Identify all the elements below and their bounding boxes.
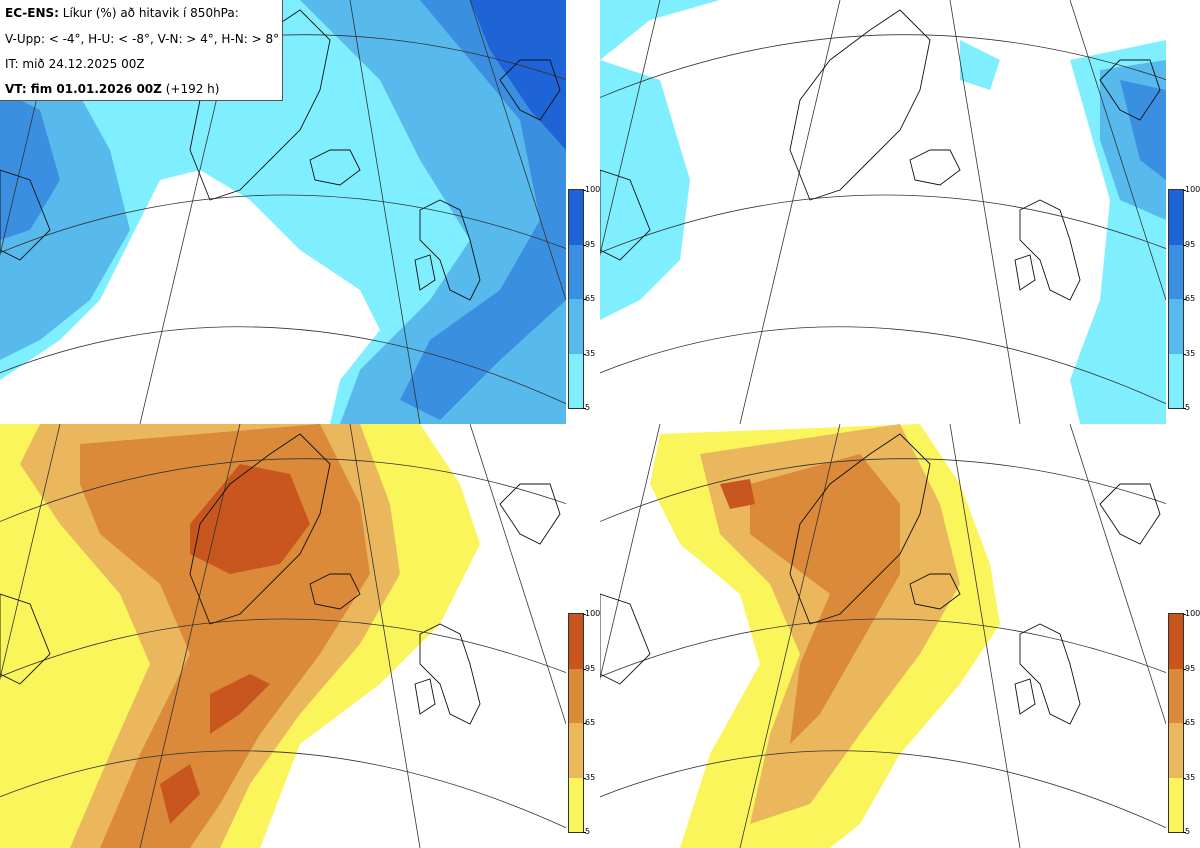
- colorbar-segment: [1169, 614, 1183, 669]
- colorbar-segment: [1169, 777, 1183, 832]
- colorbar-tick-label: 95: [585, 239, 596, 249]
- colorbar-segment: [1169, 353, 1183, 408]
- valid-label: VT: fim 01.01.2026 00Z: [5, 82, 162, 96]
- prob-95: [720, 479, 755, 509]
- colorbar-warm-4: 100 95 65 35 5: [568, 610, 600, 836]
- graticule: [600, 424, 1166, 848]
- prob-95: [470, 0, 566, 150]
- colorbar-segment: [569, 614, 583, 669]
- colorbar-tick-label: 95: [585, 663, 596, 673]
- coastlines: [0, 9, 561, 301]
- valid-time-line: VT: fim 01.01.2026 00Z (+192 h): [5, 82, 219, 96]
- map-panel-cold-8: [600, 0, 1166, 424]
- prob-35: [0, 0, 566, 424]
- colorbar-tick-mark: [1183, 299, 1186, 300]
- valid-lead: (+192 h): [165, 82, 220, 96]
- colorbar-tick-label: 65: [585, 718, 596, 727]
- colorbar-tick-label: 5: [1185, 403, 1191, 412]
- title-line: EC-ENS: Líkur (%) að hitavik í 850hPa:: [5, 6, 239, 20]
- colorbar-tick-mark: [583, 832, 586, 833]
- colorbar-tick-mark: [583, 244, 586, 246]
- colorbar-tick-mark: [1183, 244, 1186, 246]
- map-panel-warm-8: [600, 424, 1166, 848]
- colorbar-warm-8: 100 95 65 35 5: [1168, 610, 1200, 836]
- colorbar-tick-label: 35: [1185, 772, 1196, 782]
- colorbar-tick-mark: [1183, 777, 1186, 779]
- map-panel-cold-4: EC-ENS: Líkur (%) að hitavik í 850hPa: V…: [0, 0, 566, 424]
- colorbar-tick-mark: [583, 723, 586, 724]
- info-box: EC-ENS: Líkur (%) að hitavik í 850hPa: V…: [0, 0, 283, 101]
- colorbar-tick-label: 95: [1185, 663, 1196, 673]
- coastlines: [600, 9, 1161, 301]
- categories-line: V-Upp: < -4°, H-U: < -8°, V-N: > 4°, H-N…: [5, 32, 280, 46]
- colorbar-segment: [1169, 723, 1183, 778]
- colorbar-tick-mark: [583, 777, 586, 779]
- colorbar-tick-mark: [1183, 190, 1186, 191]
- colorbar-tick-mark: [583, 614, 586, 615]
- colorbar-cold-4: 100 95 65 35 5: [568, 186, 600, 412]
- colorbar-tick-mark: [1183, 723, 1186, 724]
- prob-65: [1120, 80, 1166, 180]
- colorbar-segment: [569, 299, 583, 354]
- colorbar-tick-mark: [1183, 614, 1186, 615]
- probability-map-warm-8: [600, 424, 1166, 848]
- colorbar-tick-label: 95: [1185, 239, 1196, 249]
- graticule: [600, 0, 1166, 424]
- probability-map-warm-4: [0, 424, 566, 848]
- colorbar-tick-mark: [583, 190, 586, 191]
- colorbar-segment: [569, 244, 583, 299]
- colorbar-tick-mark: [1183, 408, 1186, 409]
- map-panel-warm-4: [0, 424, 566, 848]
- colorbar-segment: [569, 353, 583, 408]
- colorbar-tick-label: 5: [585, 403, 591, 412]
- colorbar-tick-label: 100: [585, 185, 601, 194]
- prob-5: [600, 0, 1166, 424]
- init-time: IT: mið 24.12.2025 00Z: [5, 57, 145, 71]
- colorbar-segment: [569, 190, 583, 245]
- coastlines: [0, 433, 561, 725]
- colorbar-segment: [1169, 244, 1183, 299]
- colorbar-tick-label: 5: [1185, 827, 1191, 836]
- colorbar-tick-label: 100: [1185, 185, 1200, 194]
- colorbar-tick-label: 35: [585, 348, 596, 358]
- colorbar-segment: [569, 777, 583, 832]
- colorbar-tick-label: 100: [1185, 609, 1200, 618]
- graticule: [0, 424, 566, 848]
- colorbar-tick-mark: [1183, 353, 1186, 355]
- colorbar-tick-mark: [583, 353, 586, 355]
- model-label: EC-ENS:: [5, 6, 59, 20]
- colorbar-tick-mark: [583, 299, 586, 300]
- colorbar-tick-label: 65: [585, 294, 596, 303]
- prob-95: [160, 464, 310, 824]
- prob-65: [750, 454, 900, 744]
- colorbar-cold-8: 100 95 65 35 5: [1168, 186, 1200, 412]
- colorbar-tick-label: 5: [585, 827, 591, 836]
- colorbar-segment: [569, 668, 583, 723]
- colorbar-tick-mark: [1183, 832, 1186, 833]
- colorbar-tick-label: 65: [1185, 718, 1196, 727]
- colorbar-tick-label: 100: [585, 609, 601, 618]
- colorbar-tick-mark: [583, 408, 586, 409]
- colorbar-tick-label: 65: [1185, 294, 1196, 303]
- title-text: Líkur (%) að hitavik í 850hPa:: [62, 6, 239, 20]
- probability-map-cold-8: [600, 0, 1166, 424]
- colorbar-tick-mark: [583, 668, 586, 670]
- colorbar-segment: [569, 723, 583, 778]
- coastlines: [600, 433, 1161, 725]
- colorbar-segment: [1169, 190, 1183, 245]
- probability-map-cold-4: [0, 0, 566, 424]
- colorbar-segment: [1169, 668, 1183, 723]
- colorbar-tick-mark: [1183, 668, 1186, 670]
- colorbar-tick-label: 35: [1185, 348, 1196, 358]
- colorbar-tick-label: 35: [585, 772, 596, 782]
- colorbar-segment: [1169, 299, 1183, 354]
